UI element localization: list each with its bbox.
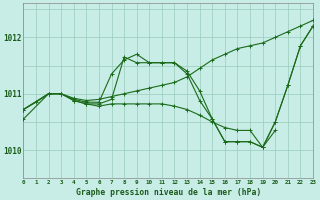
X-axis label: Graphe pression niveau de la mer (hPa): Graphe pression niveau de la mer (hPa): [76, 188, 261, 197]
